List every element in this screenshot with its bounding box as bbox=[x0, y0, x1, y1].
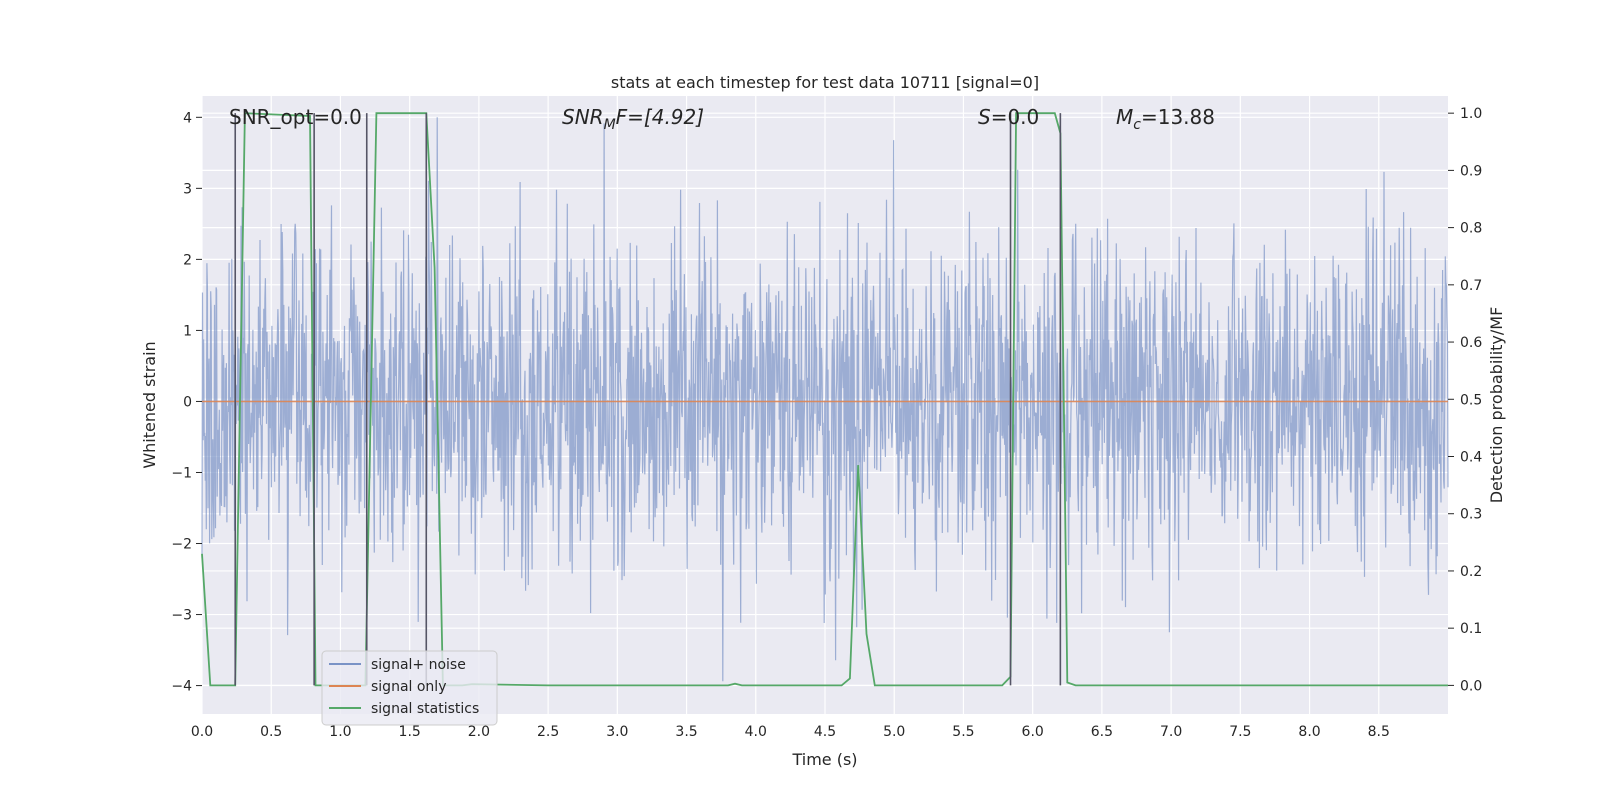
y-left-tick-label: −1 bbox=[171, 465, 192, 481]
x-tick-label: 4.5 bbox=[814, 724, 836, 740]
legend-label-signal-noise: signal+ noise bbox=[371, 657, 466, 673]
y-left-tick-label: 2 bbox=[183, 252, 192, 268]
y-right-tick-label: 0.9 bbox=[1460, 163, 1482, 179]
y-right-axis-ticks: 1.0 0.9 0.8 0.7 0.6 0.5 0.4 0.3 0.2 0.1 0.0 bbox=[1448, 106, 1482, 694]
y-right-tick-label: 0.1 bbox=[1460, 621, 1482, 637]
annotation-s-rest: =0.0 bbox=[991, 105, 1040, 129]
annotation-snr-mf-symbol: SNR bbox=[562, 105, 604, 129]
y-right-tick-label: 0.6 bbox=[1460, 335, 1482, 351]
x-tick-label: 4.0 bbox=[745, 724, 767, 740]
x-tick-label: 8.0 bbox=[1298, 724, 1320, 740]
vertical-markers bbox=[234, 113, 1062, 686]
annotation-mc-rest: =13.88 bbox=[1141, 105, 1215, 129]
annotation-snr-opt: SNR_opt=0.0 bbox=[229, 105, 362, 129]
annotation-mc: Mc=13.88 bbox=[1116, 105, 1215, 133]
legend-label-signal-statistics: signal statistics bbox=[371, 701, 479, 717]
y-left-tick-label: 1 bbox=[183, 323, 192, 339]
y-left-tick-label: −2 bbox=[171, 537, 192, 553]
x-axis-ticks: 0.0 0.5 1.0 1.5 2.0 2.5 3.0 3.5 4.0 4.5 5.0 5.5 6.0 6… bbox=[191, 724, 1390, 740]
annotation-s-symbol: S bbox=[978, 105, 991, 129]
legend-label-signal-only: signal only bbox=[371, 679, 446, 695]
x-tick-label: 5.0 bbox=[883, 724, 905, 740]
annotation-s: S=0.0 bbox=[978, 105, 1039, 129]
y-left-tick-label: 3 bbox=[183, 181, 192, 197]
annotation-snr-mf-subscript: M bbox=[604, 117, 616, 133]
y-right-tick-label: 0.7 bbox=[1460, 278, 1482, 294]
x-tick-label: 7.5 bbox=[1229, 724, 1251, 740]
legend-box bbox=[321, 650, 498, 726]
x-tick-label: 2.5 bbox=[537, 724, 559, 740]
x-tick-label: 6.5 bbox=[1091, 724, 1113, 740]
signal-noise-series bbox=[201, 117, 1449, 682]
annotation-snr-mf: SNRMF=[4.92] bbox=[562, 105, 704, 133]
x-tick-label: 7.0 bbox=[1160, 724, 1182, 740]
x-tick-label: 3.0 bbox=[606, 724, 628, 740]
x-tick-label: 3.5 bbox=[675, 724, 697, 740]
x-tick-label: 0.0 bbox=[191, 724, 213, 740]
y-left-tick-label: 0 bbox=[183, 394, 192, 410]
annotation-mc-subscript: c bbox=[1133, 117, 1141, 133]
signal-statistics-line bbox=[201, 112, 1448, 687]
x-tick-label: 2.0 bbox=[468, 724, 490, 740]
y-right-tick-label: 0.5 bbox=[1460, 392, 1482, 408]
x-tick-label: 1.5 bbox=[399, 724, 421, 740]
y-right-tick-label: 0.8 bbox=[1460, 221, 1482, 237]
y-right-tick-label: 0.0 bbox=[1460, 678, 1482, 694]
x-tick-label: 5.5 bbox=[952, 724, 974, 740]
signal-statistics-series bbox=[201, 112, 1448, 687]
y-left-tick-label: −3 bbox=[171, 608, 192, 624]
y-right-tick-label: 0.2 bbox=[1460, 564, 1482, 580]
y-left-axis-ticks: 4 3 2 1 0 −1 −2 −3 −4 bbox=[171, 110, 202, 695]
y-right-axis-label: Detection probability/MF bbox=[1487, 307, 1506, 504]
x-tick-label: 0.5 bbox=[260, 724, 282, 740]
annotation-mc-symbol: M bbox=[1116, 105, 1133, 129]
x-tick-label: 1.0 bbox=[329, 724, 351, 740]
y-left-tick-label: 4 bbox=[183, 110, 192, 126]
y-left-axis-label: Whitened strain bbox=[140, 341, 159, 468]
x-tick-label: 6.0 bbox=[1022, 724, 1044, 740]
annotation-snr-mf-rest: F=[4.92] bbox=[616, 105, 704, 129]
chart-title: stats at each timestep for test data 107… bbox=[611, 73, 1039, 92]
x-axis-label: Time (s) bbox=[791, 750, 857, 769]
y-right-tick-label: 0.3 bbox=[1460, 507, 1482, 523]
x-tick-label: 8.5 bbox=[1368, 724, 1390, 740]
y-right-tick-label: 0.4 bbox=[1460, 450, 1482, 466]
y-right-tick-label: 1.0 bbox=[1460, 106, 1482, 122]
y-left-tick-label: −4 bbox=[171, 679, 192, 695]
legend: signal+ noise signal only signal statist… bbox=[321, 650, 498, 726]
signal-noise-line bbox=[201, 117, 1449, 682]
